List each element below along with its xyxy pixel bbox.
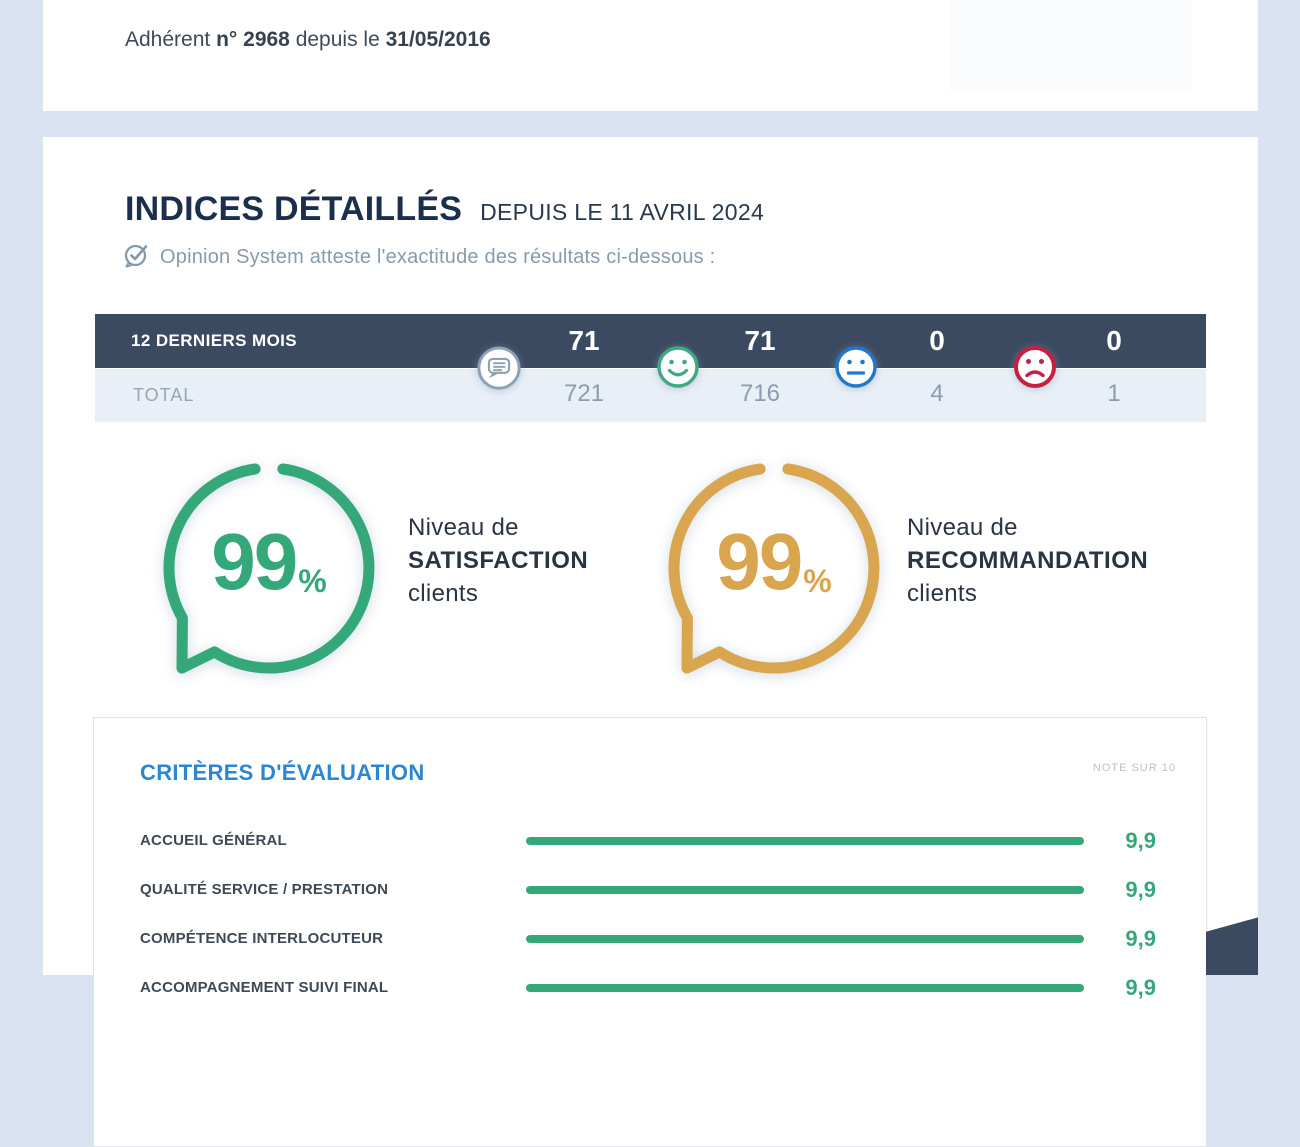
criteria-label: ACCOMPAGNEMENT SUIVI FINAL (140, 979, 389, 996)
criteria-row: QUALITÉ SERVICE / PRESTATION 9,9 (140, 865, 1156, 914)
certified-check-icon (123, 241, 150, 274)
satisfaction-caption: Niveau de SATISFACTION clients (408, 511, 738, 610)
attestation-text: Opinion System atteste l'exactitude des … (160, 246, 716, 268)
member-card: Adhérent n° 2968 depuis le 31/05/2016 (43, 0, 1258, 111)
comment-bubble-icon (476, 345, 522, 396)
recommendation-percent-unit: % (803, 563, 832, 599)
recent-comments-count: 71 (568, 325, 600, 356)
page-title: INDICES DÉTAILLÉS (125, 190, 463, 228)
score-bar (526, 885, 1090, 894)
satisfaction-caption-line3: clients (408, 580, 479, 607)
total-positive-count: 716 (739, 380, 781, 407)
total-comments-count: 721 (563, 380, 605, 407)
criteria-score: 9,9 (1125, 876, 1156, 902)
criteria-label: COMPÉTENCE INTERLOCUTEUR (140, 930, 384, 947)
member-info: Adhérent n° 2968 depuis le 31/05/2016 (125, 28, 491, 52)
criteria-row: ACCUEIL GÉNÉRAL 9,9 (140, 816, 1156, 865)
recommendation-percent: 99 (716, 517, 803, 606)
score-bar (526, 836, 1090, 845)
criteria-row: COMPÉTENCE INTERLOCUTEUR 9,9 (140, 914, 1156, 963)
criteria-score: 9,9 (1125, 827, 1156, 853)
criteria-score: 9,9 (1125, 974, 1156, 1000)
scale-note: NOTE SUR 10 (1092, 762, 1176, 774)
member-date: 31/05/2016 (385, 28, 491, 51)
happy-face-icon (656, 345, 700, 394)
period-label: DEPUIS LE 11 AVRIL 2024 (480, 199, 765, 225)
criteria-title: CRITÈRES D'ÉVALUATION (140, 760, 425, 785)
stats-table: 12 DERNIERS MOIS 71 71 0 0 TOTAL 721 716… (95, 314, 1206, 422)
page: Adhérent n° 2968 depuis le 31/05/2016 IN… (43, 0, 1258, 1147)
satisfaction-percent-unit: % (298, 563, 327, 599)
score-bar (526, 934, 1090, 943)
satisfaction-value: 99 % (154, 522, 384, 602)
recommendation-value: 99 % (659, 522, 889, 602)
member-prefix: Adhérent (125, 28, 217, 51)
recent-row-label: 12 DERNIERS MOIS (131, 331, 298, 350)
recent-negative-count: 0 (1106, 325, 1122, 356)
criteria-label: ACCUEIL GÉNÉRAL (140, 832, 287, 849)
recommendation-caption-line3: clients (907, 580, 978, 607)
satisfaction-caption-line1: Niveau de (408, 514, 519, 541)
satisfaction-caption-metric: SATISFACTION (408, 547, 589, 574)
section-header: INDICES DÉTAILLÉS DEPUIS LE 11 AVRIL 202… (125, 190, 764, 229)
total-row-label: TOTAL (133, 385, 195, 405)
member-infix: depuis le (289, 28, 386, 51)
member-number: n° 2968 (216, 28, 290, 51)
indices-card: INDICES DÉTAILLÉS DEPUIS LE 11 AVRIL 202… (43, 137, 1258, 1147)
recommendation-caption: Niveau de RECOMMANDATION clients (907, 511, 1237, 610)
attestation-line: Opinion System atteste l'exactitude des … (123, 241, 715, 274)
recent-positive-count: 71 (744, 325, 776, 356)
recent-neutral-count: 0 (929, 325, 945, 356)
criteria-panel: CRITÈRES D'ÉVALUATION NOTE SUR 10 ACCUEI… (93, 717, 1207, 1147)
recommendation-gauge: 99 % (659, 458, 889, 703)
faded-logo-placeholder (950, 0, 1192, 92)
total-neutral-count: 4 (930, 380, 944, 407)
score-bar (526, 983, 1090, 992)
recommendation-caption-line1: Niveau de (907, 514, 1018, 541)
criteria-rows: ACCUEIL GÉNÉRAL 9,9 QUALITÉ SERVICE / PR… (140, 816, 1156, 1012)
criteria-score: 9,9 (1125, 925, 1156, 951)
criteria-label: QUALITÉ SERVICE / PRESTATION (140, 881, 389, 898)
criteria-row: ACCOMPAGNEMENT SUIVI FINAL 9,9 (140, 963, 1156, 1012)
speech-bubble-ring-icon (163, 463, 375, 674)
neutral-face-icon (834, 345, 878, 394)
satisfaction-percent: 99 (211, 517, 298, 606)
sad-face-icon (1013, 345, 1057, 394)
satisfaction-gauge: 99 % (154, 458, 384, 703)
recommendation-caption-metric: RECOMMANDATION (907, 547, 1149, 574)
speech-bubble-ring-icon (668, 463, 880, 674)
total-negative-count: 1 (1107, 380, 1121, 407)
